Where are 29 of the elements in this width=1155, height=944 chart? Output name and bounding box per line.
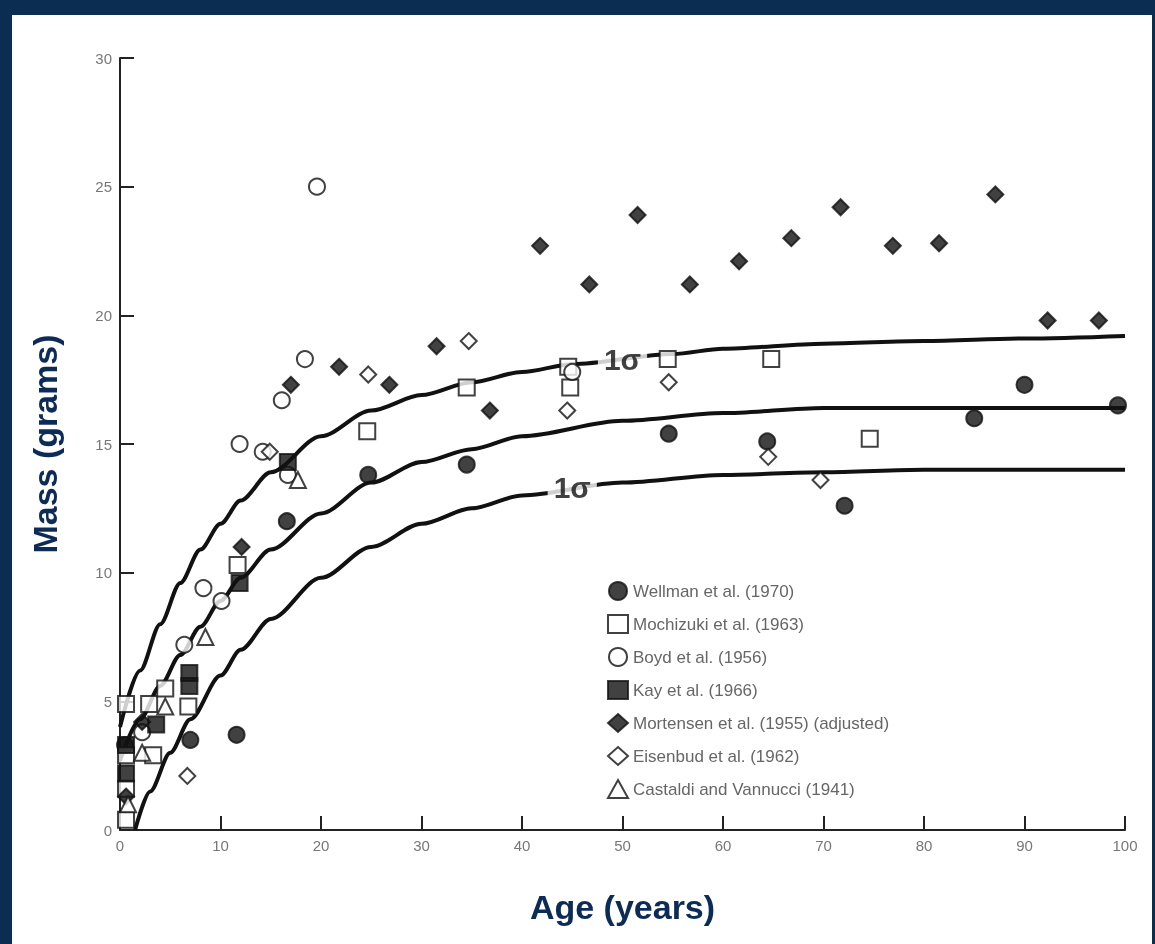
y-tick-label: 5 — [103, 692, 112, 710]
legend-label: Wellman et al. (1970) — [633, 581, 795, 601]
x-axis-title: Age (years) — [529, 888, 716, 926]
x-tick-label: 10 — [212, 837, 229, 854]
y-axis-title: Mass (grams) — [26, 334, 64, 554]
x-tick-label: 60 — [714, 837, 732, 854]
x-tick-label: 100 — [1112, 837, 1138, 854]
y-tick-label: 0 — [103, 821, 112, 839]
x-tick-label: 90 — [1016, 837, 1033, 854]
legend-label: Boyd et al. (1956) — [633, 647, 768, 667]
x-tick-label: 20 — [312, 837, 330, 854]
legend-label: Mortensen et al. (1955) (adjusted) — [633, 713, 890, 733]
x-tick-label: 40 — [513, 837, 531, 854]
y-tick-label: 30 — [95, 49, 112, 67]
x-tick-label: 70 — [815, 837, 832, 854]
x-tick-label: 50 — [614, 837, 631, 854]
legend-label: Kay et al. (1966) — [633, 680, 758, 700]
legend-label: Eisenbud et al. (1962) — [633, 746, 800, 766]
y-tick-label: 25 — [95, 178, 112, 196]
y-tick-label: 20 — [95, 306, 112, 324]
x-tick-label: 30 — [413, 837, 430, 854]
y-tick-label: 15 — [95, 435, 112, 453]
legend-label: Mochizuki et al. (1963) — [633, 614, 805, 634]
y-tick-label: 10 — [95, 564, 112, 582]
x-tick-label: 80 — [915, 837, 933, 854]
annotation: 1σ — [603, 342, 642, 376]
legend-label: Castaldi and Vannucci (1941) — [633, 779, 855, 799]
x-tick-label: 0 — [115, 837, 125, 854]
annotation: 1σ — [553, 471, 591, 505]
